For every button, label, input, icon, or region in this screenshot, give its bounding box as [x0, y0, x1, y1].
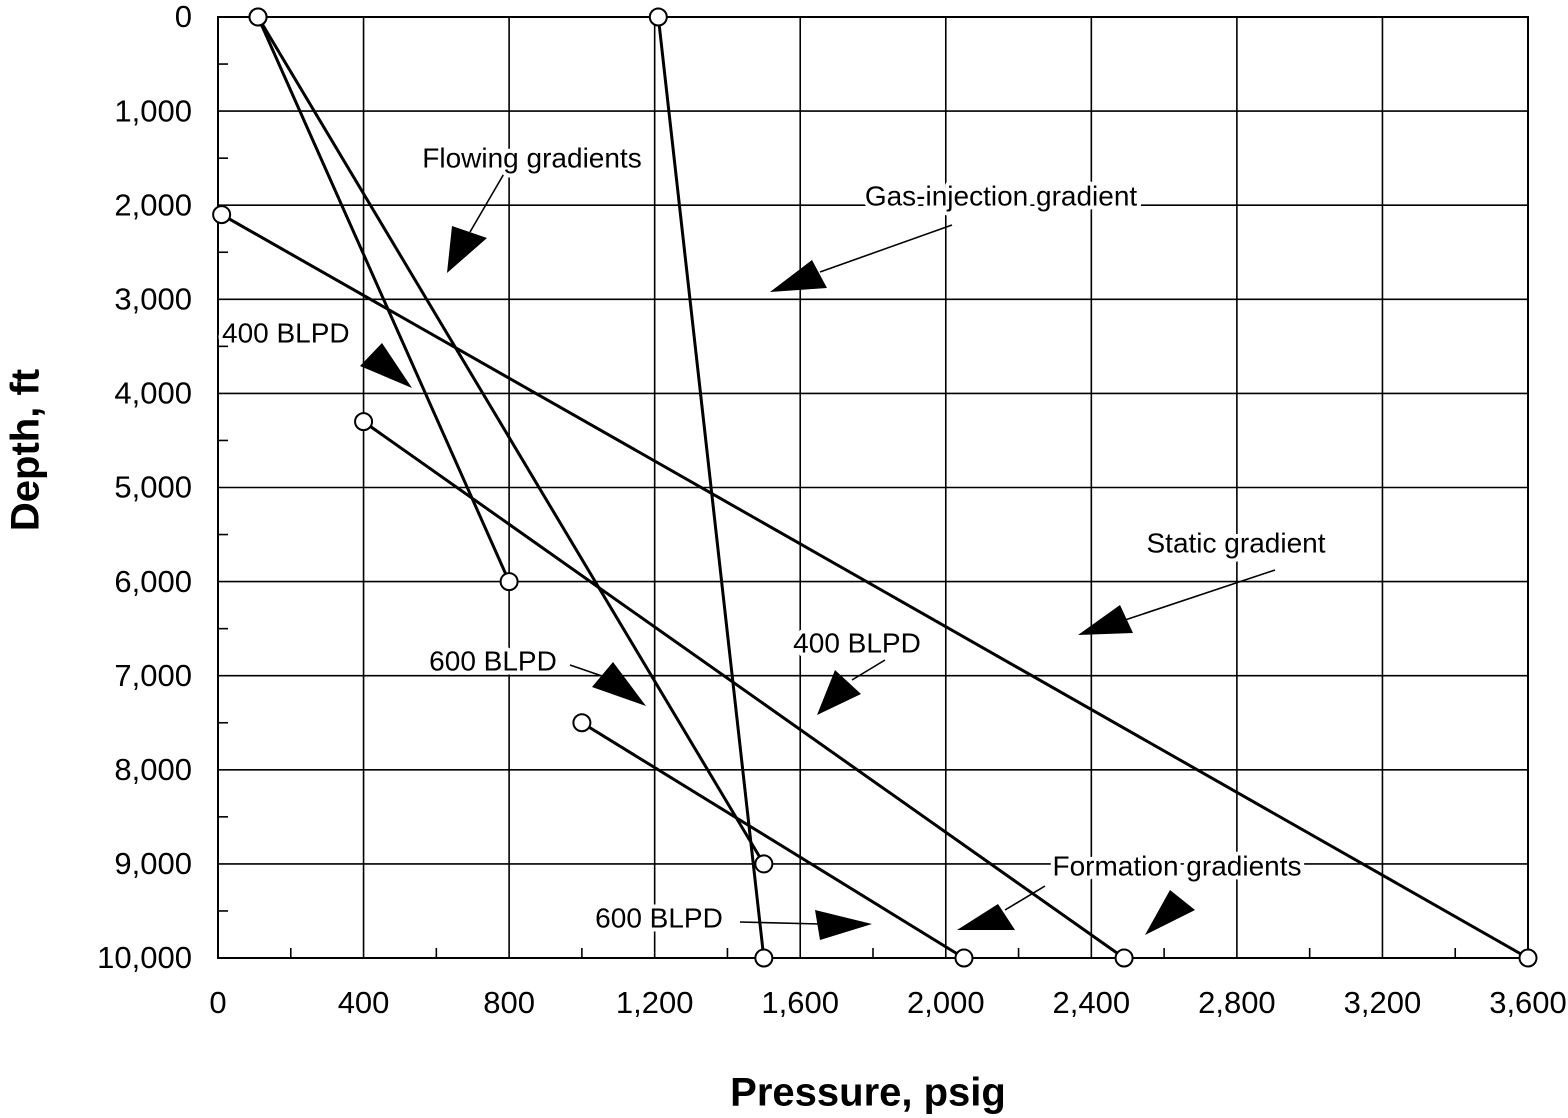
- arrowhead: [817, 670, 861, 715]
- point-marker: [648, 7, 668, 27]
- point-marker: [248, 7, 268, 27]
- y-tick-label: 6,000: [114, 564, 192, 599]
- arrowhead: [957, 904, 1015, 930]
- leader-line: [469, 171, 506, 233]
- x-tick-label: 1,200: [616, 985, 694, 1020]
- arrowhead: [770, 260, 827, 292]
- y-axis-title: Depth, ft: [4, 369, 48, 531]
- y-tick-label: 10,000: [97, 940, 192, 975]
- x-tick-label: 400: [338, 985, 390, 1020]
- y-tick-label: 5,000: [114, 470, 192, 505]
- series-line: [362, 420, 1125, 960]
- x-tick-label: 2,000: [907, 985, 985, 1020]
- annotation-arrows: [360, 171, 1276, 940]
- y-tick-label: 7,000: [114, 658, 192, 693]
- point-marker: [212, 205, 232, 225]
- x-tick-label: 2,400: [1053, 985, 1131, 1020]
- leader-line: [569, 664, 603, 677]
- y-tick-label: 3,000: [114, 281, 192, 316]
- plot-area: 0 400 800 1,200 1,600 2,000 2,400 2,800 3,200 3,6…: [97, 0, 1567, 1020]
- series-line: [581, 721, 965, 960]
- arrowhead: [447, 226, 487, 273]
- arrowhead: [815, 910, 872, 940]
- x-tick-label: 2,800: [1198, 985, 1276, 1020]
- series-line: [256, 16, 766, 865]
- x-tick-label: 3,600: [1489, 985, 1567, 1020]
- y-tick-label: 4,000: [114, 376, 192, 411]
- x-axis-title: Pressure, psig: [730, 1071, 1006, 1115]
- leader-line: [739, 921, 821, 925]
- leader-line: [1004, 885, 1046, 911]
- point-marker: [1518, 948, 1538, 968]
- point-marker: [499, 572, 519, 592]
- arrowhead: [592, 662, 646, 706]
- y-tick-label: 8,000: [114, 752, 192, 787]
- arrowhead: [1145, 890, 1195, 935]
- point-marker: [754, 948, 774, 968]
- point-marker: [954, 948, 974, 968]
- leader-line: [819, 224, 953, 273]
- x-tick-label: 1,600: [761, 985, 839, 1020]
- arrowhead: [360, 343, 412, 388]
- annotation: Formation gradients: [1052, 850, 1301, 881]
- x-tick-label: 3,200: [1344, 985, 1422, 1020]
- annotation: Static gradient: [1147, 527, 1326, 558]
- annotation: 400 BLPD: [793, 627, 921, 658]
- leader-line: [1124, 569, 1276, 621]
- annotations: Flowing gradients Gas-injection gradient…: [218, 138, 1330, 937]
- point-marker: [572, 713, 592, 733]
- annotation: Gas-injection gradient: [865, 180, 1138, 211]
- y-tick-label: 1,000: [114, 93, 192, 128]
- point-marker: [354, 412, 374, 432]
- x-tick-label: 800: [483, 985, 535, 1020]
- y-tick-label: 2,000: [114, 187, 192, 222]
- annotation: Flowing gradients: [422, 142, 641, 173]
- series-line: [256, 16, 511, 583]
- leader-line: [851, 659, 886, 681]
- annotation: 400 BLPD: [222, 317, 350, 348]
- arrowhead: [1078, 605, 1133, 635]
- point-marker: [1114, 948, 1134, 968]
- series-line: [656, 16, 766, 959]
- series-line: [220, 213, 1529, 960]
- annotation: 600 BLPD: [429, 645, 557, 676]
- annotation: 600 BLPD: [595, 902, 723, 933]
- y-tick-label: 9,000: [114, 846, 192, 881]
- y-tick-label: 0: [175, 0, 192, 34]
- plot-frame: [217, 16, 1529, 959]
- x-tick-label: 0: [209, 985, 226, 1020]
- point-marker: [754, 854, 774, 874]
